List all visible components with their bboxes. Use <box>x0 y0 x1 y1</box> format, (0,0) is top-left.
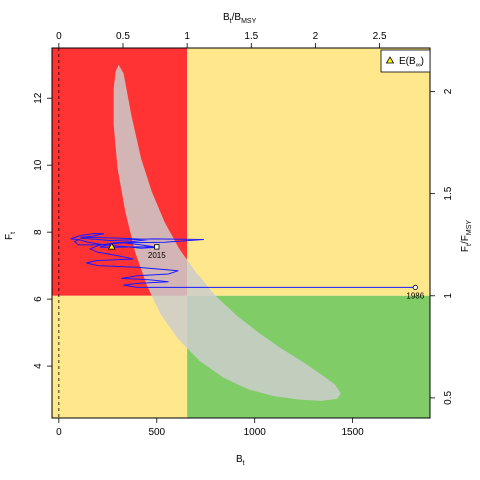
y-tick-label: 12 <box>33 92 44 104</box>
stock-trajectory-line <box>70 232 416 288</box>
start-point-marker <box>412 284 418 291</box>
overfishing-zone <box>187 48 430 296</box>
legend: E(B∞) <box>380 49 431 73</box>
x-tick-label: 1500 <box>342 427 365 438</box>
legend-triangle-icon <box>385 56 395 64</box>
confidence-region-layer <box>113 64 341 401</box>
plot-frame <box>51 47 431 419</box>
y-tick-label: 10 <box>33 159 44 171</box>
top-tick-label: 2.5 <box>373 31 387 42</box>
y-axis-label: Ft <box>4 232 17 240</box>
legend-label: E(B∞) <box>399 56 424 69</box>
axis-labels-layer: Bt Ft Bt/BMSY Ft/FMSY <box>4 12 473 467</box>
last-year-label: 2015 <box>148 251 166 260</box>
y-tick-label: 8 <box>33 229 44 235</box>
expected-biomass-marker <box>107 242 116 250</box>
right-tick-label: 1.5 <box>443 186 454 200</box>
right-tick-label: 1 <box>443 293 454 299</box>
x-tick-label: 0 <box>56 427 62 438</box>
trajectory-layer <box>70 232 418 291</box>
y-tick-label: 6 <box>33 296 44 302</box>
x-tick-label: 500 <box>148 427 165 438</box>
confidence-region <box>113 64 341 401</box>
top-tick-label: 2 <box>313 31 319 42</box>
first-year-label: 1986 <box>406 291 424 300</box>
axes-frame-layer <box>51 47 431 419</box>
zone-layer <box>52 48 430 418</box>
x-axis-label: Bt <box>236 454 245 467</box>
y-tick-label: 4 <box>33 363 44 369</box>
legend-box <box>380 49 431 73</box>
right-tick-label: 0.5 <box>443 391 454 405</box>
top-tick-label: 1.5 <box>244 31 258 42</box>
right-tick-label: 2 <box>443 88 454 94</box>
top-tick-label: 1 <box>184 31 190 42</box>
end-point-marker <box>154 244 160 250</box>
x-tick-label: 1000 <box>244 427 267 438</box>
top-tick-label: 0 <box>56 31 62 42</box>
right-axis-label: Ft/FMSY <box>460 220 473 252</box>
ticks-layer: 0 500 1000 1500 4 6 8 10 12 0 0.5 1 1.5 2 2.5 0.5 1 1.5 2 <box>33 31 454 438</box>
top-tick-label: 0.5 <box>116 31 130 42</box>
top-axis-label: Bt/BMSY <box>223 12 257 25</box>
